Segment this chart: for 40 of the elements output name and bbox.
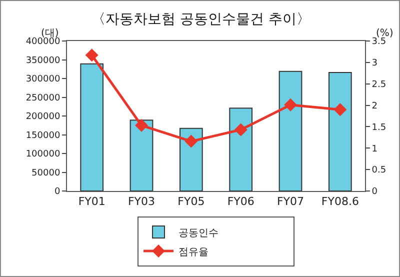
y-tick-label: 200000 [26, 112, 60, 122]
y2-tick-label: 3.5 [372, 37, 386, 48]
point [284, 98, 297, 112]
y2-tick-label: 0 [372, 187, 378, 198]
y-tick-label: 150000 [26, 130, 60, 141]
y2-tick-label: 1 [372, 144, 378, 154]
x-tick-label: FY07 [276, 195, 304, 208]
bar [278, 70, 302, 191]
legend-label: 점유율 [178, 246, 208, 258]
text: (대) [41, 28, 59, 39]
y-tick-label: 50000 [32, 168, 60, 178]
y-tick-label: 250000 [26, 93, 60, 104]
y-tick-label: 100000 [26, 150, 60, 160]
text: (%) [376, 28, 394, 39]
x-tick-label: FY06 [227, 195, 254, 208]
y2-tick-label: 2.5 [372, 80, 386, 90]
point [135, 118, 148, 132]
y2-tick-label: 3 [372, 58, 378, 69]
point [234, 123, 248, 136]
bar [229, 108, 253, 191]
x-tick-label: FY08.6 [321, 195, 359, 208]
point [334, 103, 347, 116]
x-tick-label: FY03 [128, 195, 156, 208]
y2-tick-label: 1.5 [372, 122, 386, 133]
y2-tick-label: 2 [372, 101, 378, 112]
y-tick-label: 350000 [26, 56, 60, 66]
y-tick-label: 0 [54, 187, 60, 198]
bar [80, 63, 104, 191]
y2-tick-label: 0.5 [372, 166, 386, 176]
chart-title: 〈자동차보험 공동인수물건 추이〉 [92, 11, 310, 28]
point [184, 134, 198, 148]
legend-label: 공동인수 [178, 228, 218, 239]
bar [130, 120, 154, 191]
x-tick-label: FY01 [78, 195, 106, 208]
point [85, 48, 98, 62]
x-tick-label: FY05 [178, 195, 205, 208]
bar [179, 128, 203, 191]
bar [328, 72, 352, 191]
y-tick-label: 300000 [26, 74, 60, 85]
y-tick-label: 400000 [26, 37, 60, 48]
